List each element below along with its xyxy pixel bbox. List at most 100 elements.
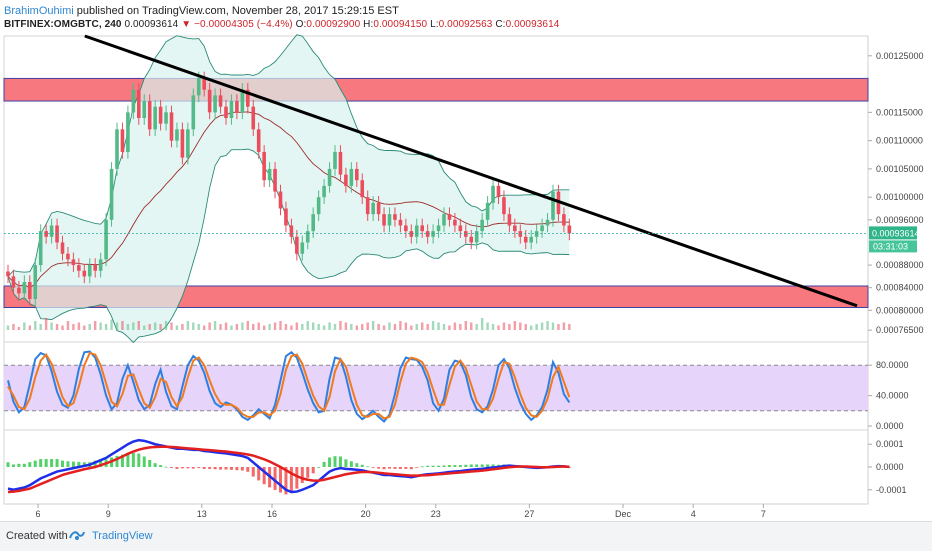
candle-body xyxy=(278,191,283,209)
candle-body xyxy=(22,282,27,294)
macd-histogram-bar xyxy=(415,467,419,468)
macd-histogram-bar xyxy=(197,467,201,468)
candle-body xyxy=(115,129,119,169)
macd-histogram-bar xyxy=(137,453,141,467)
candle-body xyxy=(469,236,474,243)
author-link[interactable]: BrahimOuhimi xyxy=(4,5,74,17)
volume-bar xyxy=(491,324,495,330)
macd-histogram-bar xyxy=(279,467,282,493)
macd-histogram-bar xyxy=(366,466,370,468)
high-value: 0.00094150 xyxy=(373,19,428,30)
candle-body xyxy=(414,225,419,237)
candle-body xyxy=(267,168,272,181)
candle-body xyxy=(207,89,212,113)
volume-bar xyxy=(448,325,451,330)
candle-body xyxy=(262,151,266,181)
volume-bar xyxy=(208,322,211,330)
candle-body xyxy=(295,236,299,254)
candle-body xyxy=(93,265,97,271)
macd-histogram-bar xyxy=(322,461,326,467)
candle-body xyxy=(55,225,59,243)
volume-bar xyxy=(459,324,462,330)
macd-histogram-bar xyxy=(148,459,152,467)
macd-histogram-bar xyxy=(300,467,304,483)
volume-bar xyxy=(137,321,140,330)
descending-trendline[interactable] xyxy=(84,34,858,308)
candle-body xyxy=(186,129,190,158)
candle-body xyxy=(38,231,43,266)
candle-body xyxy=(60,242,65,254)
volume-bar xyxy=(164,321,168,330)
volume-bar xyxy=(557,324,560,330)
candle-body xyxy=(191,95,196,130)
volume-bar xyxy=(262,325,266,330)
candle-body xyxy=(273,168,277,192)
chart-canvas[interactable]: 0.00093614 03:31:03 0.00125000 0.00115000 0.… xyxy=(0,0,932,521)
candle-body xyxy=(33,265,38,300)
candle-body xyxy=(11,276,16,288)
open-value: 0.00092900 xyxy=(306,19,361,30)
candle-body xyxy=(120,129,125,152)
candle-body xyxy=(289,225,294,237)
candle-body xyxy=(404,225,408,232)
candle-body xyxy=(126,112,130,152)
candle-body xyxy=(507,214,512,226)
volume-bar xyxy=(23,322,26,330)
macd-histogram-bar xyxy=(153,463,157,467)
stoch-y-tick-label: 0.0000 xyxy=(876,421,904,431)
volume-bar xyxy=(148,324,151,330)
volume-bar xyxy=(312,322,315,330)
macd-histogram-bar xyxy=(344,459,348,467)
macd-histogram-bar xyxy=(349,461,353,467)
volume-bar xyxy=(77,322,81,330)
candle-body xyxy=(387,214,392,226)
volume-bar xyxy=(192,322,195,330)
macd-histogram-bar xyxy=(180,467,184,469)
high-label: H: xyxy=(363,19,374,30)
volume-bar xyxy=(28,325,31,330)
volume-bar xyxy=(88,324,91,330)
macd-histogram-bar xyxy=(131,452,135,467)
volume-bar xyxy=(415,324,418,330)
candle-body xyxy=(453,219,457,226)
volume-bar xyxy=(257,322,260,330)
volume-bar xyxy=(502,322,506,330)
candle-body xyxy=(175,129,179,141)
tradingview-brand-link[interactable]: TradingView xyxy=(92,530,153,542)
candle-body xyxy=(322,185,326,198)
y-tick-label: 0.00080000 xyxy=(876,305,924,315)
volume-bar xyxy=(513,321,517,330)
y-tick-label: 0.00076500 xyxy=(876,325,924,335)
candle-body xyxy=(66,253,70,260)
volume-bar xyxy=(382,325,386,330)
candle-body xyxy=(71,259,76,266)
volume-bar xyxy=(279,321,282,330)
volume-bar xyxy=(464,321,467,330)
volume-bar xyxy=(284,324,288,330)
macd-histogram-bar xyxy=(491,464,495,467)
macd-histogram-bar xyxy=(240,467,244,471)
candle-body xyxy=(382,214,386,226)
candle-body xyxy=(360,180,365,198)
volume-bar xyxy=(143,325,146,330)
macd-histogram-bar xyxy=(99,459,103,467)
candle-body xyxy=(142,101,147,119)
last-price-tag xyxy=(869,226,917,240)
candle-body xyxy=(365,197,370,215)
candle-body xyxy=(104,219,108,260)
candle-body xyxy=(251,106,256,130)
x-tick-label: Dec xyxy=(615,509,632,519)
x-tick-label: 27 xyxy=(524,509,534,519)
volume-bar xyxy=(197,324,200,330)
candle-body xyxy=(311,214,315,232)
volume-bar xyxy=(55,324,59,330)
volume-bar xyxy=(159,324,162,330)
volume-bar xyxy=(50,322,53,330)
candle-body xyxy=(513,225,517,232)
macd-histogram-bar xyxy=(164,466,168,468)
macd-histogram-bar xyxy=(66,461,70,467)
volume-bar xyxy=(399,321,402,330)
macd-histogram-bar xyxy=(142,456,146,467)
x-tick-label: 6 xyxy=(35,509,40,519)
volume-bar xyxy=(361,324,364,330)
